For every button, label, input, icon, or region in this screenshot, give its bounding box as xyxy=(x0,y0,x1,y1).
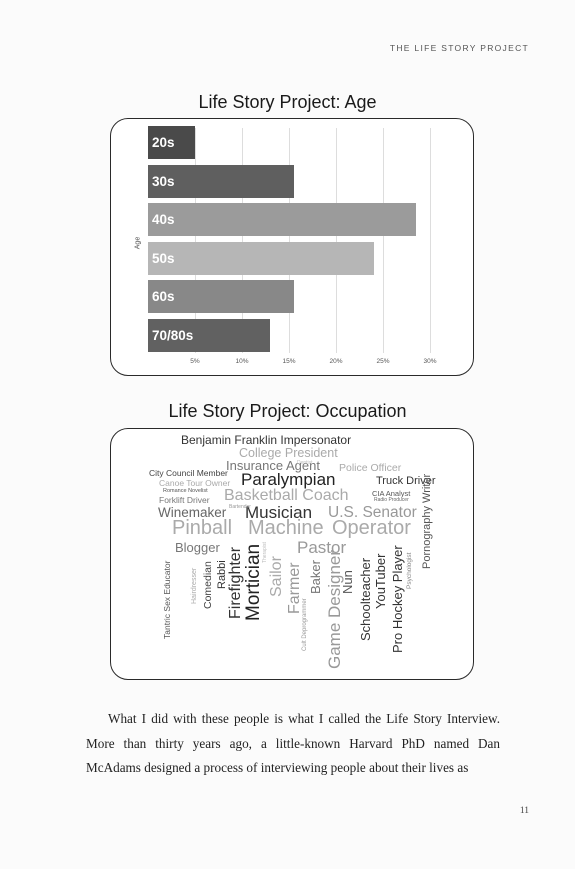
occupation-word: Bartender xyxy=(229,504,251,510)
occupation-word: Hairdresser xyxy=(191,567,198,604)
occupation-word: Nun xyxy=(340,570,355,594)
occupation-word: Paralympian xyxy=(241,470,336,489)
occupation-word: Baker xyxy=(308,560,323,594)
occupation-word: Pastor xyxy=(297,538,347,557)
body-text: What I did with these people is what I c… xyxy=(86,707,500,781)
occupation-word: Police Officer xyxy=(339,462,402,474)
occupation-word: Comedian xyxy=(202,561,214,609)
body-paragraph: What I did with these people is what I c… xyxy=(86,711,500,775)
occupation-word: College President xyxy=(239,446,338,460)
occupation-word: Cult Deprogrammer xyxy=(302,598,308,651)
occupation-word: YouTuber xyxy=(373,553,388,609)
occupation-word: Blogger xyxy=(175,540,220,555)
occupation-word: Insurance Agent xyxy=(226,458,320,473)
occupation-word: Pro Hockey Player xyxy=(390,545,405,653)
occupation-chart-title: Life Story Project: Occupation xyxy=(168,401,407,421)
occupation-word: Canoe Tour Owner xyxy=(159,478,231,488)
age-chart-title: Life Story Project: Age xyxy=(198,92,377,112)
occupation-word: Psychologist xyxy=(406,552,413,590)
occupation-word: Schoolteacher xyxy=(358,557,373,641)
occupation-word: Pornography Writer xyxy=(421,473,433,569)
occupation-word: City Council Member xyxy=(149,468,228,478)
page-number: 11 xyxy=(519,806,529,816)
occupation-word: Musician xyxy=(245,503,313,522)
occupation-word: Farmer xyxy=(286,562,303,614)
occupation-word: Benjamin Franklin Impersonator xyxy=(181,433,352,447)
occupation-word: Forklift Driver xyxy=(159,495,210,505)
occupation-word: Winemaker xyxy=(158,505,227,520)
occupation-word: Sailor xyxy=(268,556,285,597)
occupation-word: Firefighter xyxy=(227,546,244,619)
age-axis-label: Age xyxy=(134,236,142,250)
occupation-word: Truck Driver xyxy=(376,475,436,487)
occupation-word: Game Designer xyxy=(325,549,344,669)
occupation-word: Radio Producer xyxy=(374,497,409,503)
occupation-word: CIA Analyst xyxy=(372,489,411,498)
occupation-word: Basketball Coach xyxy=(224,487,349,504)
age-chart-panel xyxy=(110,118,474,376)
running-head: THE LIFE STORY PROJECT xyxy=(389,43,529,53)
occupation-word: Pinball xyxy=(172,517,233,539)
occupation-word: Tantric Sex Educator xyxy=(162,560,172,639)
occupation-word: U.S. Senator xyxy=(328,504,417,521)
occupation-word: Therapist xyxy=(262,542,268,563)
occupation-word: Mortician xyxy=(243,543,264,621)
occupation-word: Operator xyxy=(332,517,411,539)
occupation-word: Romance Novelist xyxy=(163,488,208,494)
occupation-word-cloud: Benjamin Franklin Impersonator College Pr… xyxy=(110,428,474,680)
occupation-word: Machine xyxy=(248,517,324,539)
occupation-word: Dentist xyxy=(297,460,313,466)
